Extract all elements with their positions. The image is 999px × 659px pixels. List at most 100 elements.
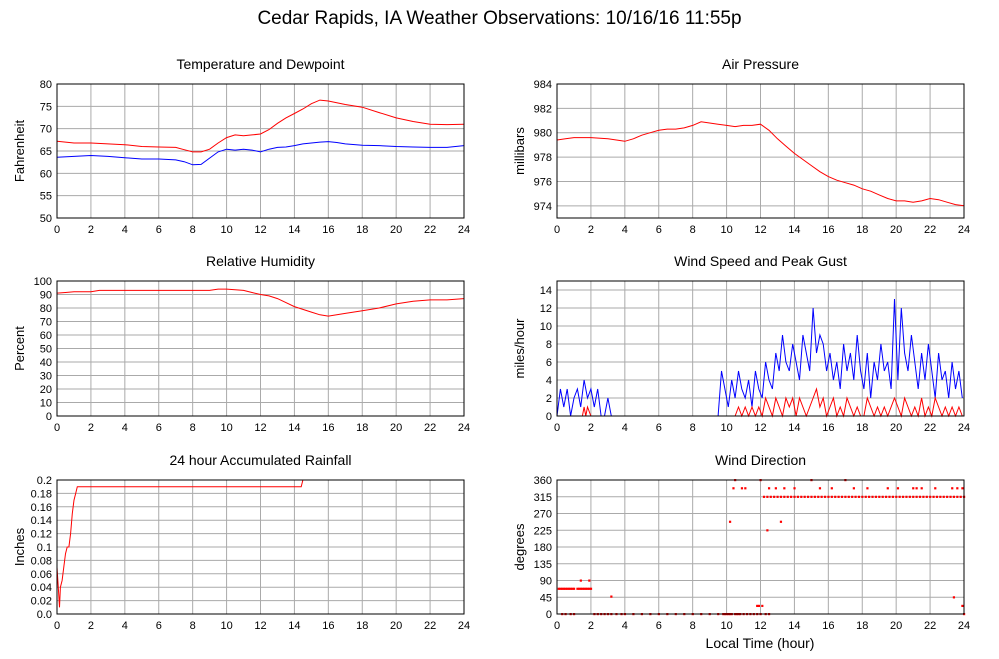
- chart-title: 24 hour Accumulated Rainfall: [169, 452, 351, 468]
- data-point: [578, 587, 581, 590]
- x-tick-label: 2: [88, 620, 94, 632]
- data-point: [732, 487, 735, 490]
- x-tick-label: 22: [924, 224, 936, 236]
- data-point: [561, 587, 564, 590]
- y-tick-label: 70: [40, 124, 52, 136]
- x-tick-label: 22: [424, 224, 436, 236]
- chart-title: Wind Direction: [715, 452, 806, 468]
- y-tick-label: 0.04: [31, 582, 52, 594]
- y-axis-label: miles/hour: [512, 318, 527, 379]
- x-tick-label: 18: [856, 422, 868, 434]
- data-point: [813, 495, 816, 498]
- x-tick-label: 6: [156, 620, 162, 632]
- y-axis-label: Percent: [12, 326, 27, 371]
- y-tick-label: 12: [540, 303, 552, 315]
- y-tick-label: 4: [546, 375, 552, 387]
- data-point: [803, 495, 806, 498]
- x-tick-label: 18: [356, 620, 368, 632]
- x-tick-label: 4: [622, 224, 628, 236]
- data-point: [878, 495, 881, 498]
- series-line-1: [56, 479, 464, 608]
- x-tick-label: 24: [458, 620, 470, 632]
- x-tick-label: 6: [156, 422, 162, 434]
- y-tick-label: 55: [40, 191, 52, 203]
- data-point: [886, 487, 889, 490]
- chart-title: Air Pressure: [722, 56, 799, 72]
- data-point: [773, 495, 776, 498]
- data-point: [744, 487, 747, 490]
- plot-frame: [556, 479, 965, 615]
- data-point: [871, 495, 874, 498]
- data-point: [823, 495, 827, 498]
- data-point: [790, 495, 793, 498]
- y-tick-label: 976: [534, 176, 552, 188]
- data-point: [952, 495, 956, 498]
- data-point: [942, 495, 945, 498]
- data-point: [769, 495, 772, 498]
- y-tick-label: 30: [40, 371, 52, 383]
- data-point: [905, 495, 908, 498]
- x-tick-label: 4: [622, 422, 628, 434]
- y-axis-label: Inches: [12, 527, 27, 566]
- y-tick-label: 135: [534, 559, 552, 571]
- x-tick-label: 6: [656, 224, 662, 236]
- y-tick-label: 60: [40, 168, 52, 180]
- x-tick-label: 0: [54, 422, 60, 434]
- data-point: [756, 604, 759, 608]
- data-point: [566, 587, 569, 590]
- x-tick-label: 10: [220, 620, 232, 632]
- data-point: [857, 495, 861, 498]
- x-tick-label: 20: [890, 620, 902, 632]
- data-point: [810, 495, 813, 498]
- data-point: [866, 487, 869, 490]
- y-tick-label: 80: [40, 79, 52, 91]
- x-axis-label: Local Time (hour): [706, 635, 815, 651]
- data-point: [956, 495, 959, 498]
- x-tick-label: 4: [622, 620, 628, 632]
- data-point: [918, 495, 922, 498]
- data-point: [588, 579, 591, 582]
- x-tick-label: 8: [190, 224, 196, 236]
- series-line-1: [56, 99, 465, 153]
- y-tick-label: 0.02: [31, 596, 52, 608]
- chart-title: Relative Humidity: [206, 253, 315, 269]
- data-point: [896, 487, 900, 490]
- x-tick-label: 20: [390, 422, 402, 434]
- data-point: [852, 487, 855, 490]
- y-tick-label: 10: [40, 398, 52, 410]
- y-tick-label: 980: [534, 128, 552, 140]
- data-point: [844, 495, 847, 498]
- x-tick-label: 4: [122, 620, 128, 632]
- data-point: [569, 587, 572, 590]
- series-line-1: [56, 288, 465, 317]
- y-tick-label: 978: [534, 152, 552, 164]
- x-tick-label: 12: [254, 422, 266, 434]
- data-point: [793, 495, 796, 498]
- x-tick-label: 8: [690, 620, 696, 632]
- y-tick-label: 90: [540, 576, 552, 588]
- y-tick-label: 0.12: [31, 529, 52, 541]
- data-point: [952, 596, 956, 599]
- data-point: [757, 604, 761, 608]
- x-tick-label: 0: [54, 224, 60, 236]
- y-tick-label: 982: [534, 103, 552, 115]
- x-tick-label: 24: [958, 224, 970, 236]
- data-point: [820, 495, 823, 498]
- data-point: [776, 495, 779, 498]
- data-point: [610, 595, 613, 598]
- page-title: Cedar Rapids, IA Weather Observations: 1…: [257, 8, 742, 29]
- x-tick-label: 8: [190, 422, 196, 434]
- series-line-1: [556, 121, 965, 207]
- y-tick-label: 180: [534, 542, 552, 554]
- data-point: [861, 495, 864, 498]
- x-tick-label: 12: [254, 620, 266, 632]
- data-point: [786, 495, 789, 498]
- data-point: [766, 529, 769, 532]
- data-point: [567, 587, 571, 590]
- data-point: [584, 587, 588, 590]
- data-point: [851, 495, 854, 498]
- data-point: [806, 495, 810, 498]
